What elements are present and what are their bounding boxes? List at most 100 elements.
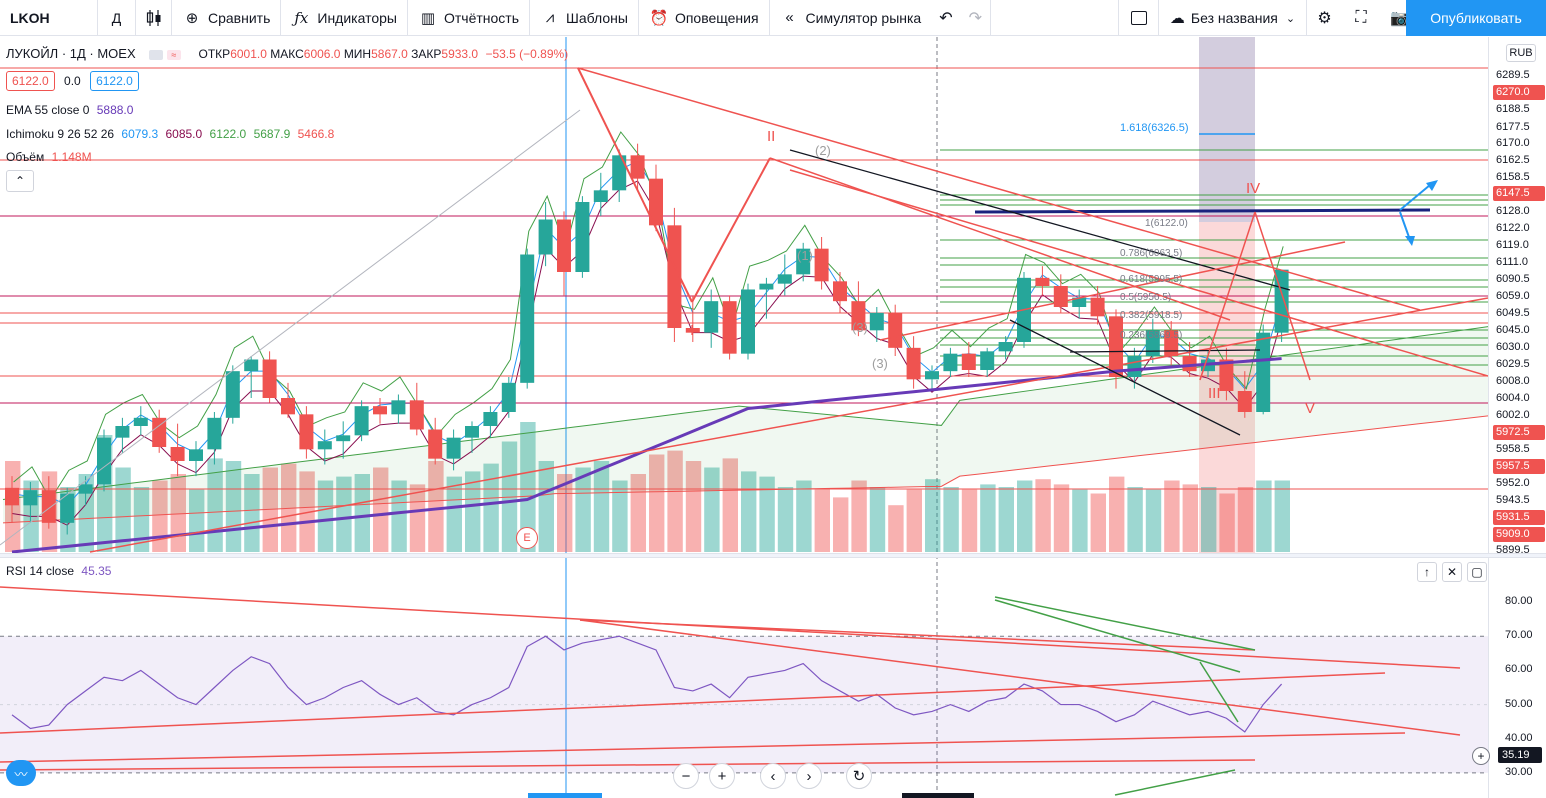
- zoom-out-button[interactable]: −: [673, 763, 699, 789]
- reset-chart-button[interactable]: ↻: [846, 763, 872, 789]
- price-scale[interactable]: 6289.5 6270.0 6188.5 6177.5 6170.0 6162.5 6158…: [1488, 37, 1546, 556]
- fullscreen-button[interactable]: ⛶: [1342, 0, 1380, 36]
- publish-button[interactable]: Опубликовать: [1406, 0, 1546, 36]
- ema-legend[interactable]: EMA 55 close 0 5888.0: [6, 103, 133, 117]
- templates-button[interactable]: ⩘ Шаблоны: [530, 0, 639, 36]
- candle-body: [317, 441, 332, 450]
- ichimoku-span-b: 5466.8: [297, 127, 335, 141]
- trend-line: [1199, 211, 1256, 381]
- alerts-label: Оповещения: [674, 9, 759, 26]
- pane-separator[interactable]: [0, 553, 1546, 558]
- compare-button[interactable]: ⊕ Сравнить: [172, 0, 282, 36]
- rsi-trend-line: [0, 732, 1406, 763]
- high-value: 6006.0: [303, 47, 341, 61]
- volume-bar: [998, 487, 1014, 552]
- price-scale-label: 5952.0: [1496, 477, 1530, 489]
- undo-button[interactable]: ↶: [931, 0, 960, 36]
- chart-annotation: (3): [852, 320, 868, 335]
- volume-bar: [446, 476, 462, 552]
- price-scale-label: 6119.0: [1496, 239, 1529, 251]
- volume-bar: [1164, 480, 1180, 552]
- candle-body: [262, 359, 277, 398]
- gear-icon: ⚙: [1317, 10, 1332, 27]
- bar-chart-icon: ▥: [420, 9, 436, 27]
- candle-body: [409, 400, 424, 430]
- scroll-right-button[interactable]: ›: [796, 763, 822, 789]
- price-scale-label: 6029.5: [1496, 358, 1530, 370]
- ichimoku-legend[interactable]: Ichimoku 9 26 52 26 6079.3 6085.0 6122.0…: [6, 127, 334, 141]
- legend-collapse-button[interactable]: ⌃: [6, 170, 34, 192]
- zoom-in-button[interactable]: +: [709, 763, 735, 789]
- buy-price-chip[interactable]: 6122.0: [90, 71, 139, 91]
- symbol-search[interactable]: LKOH: [0, 0, 98, 36]
- sell-price-chip[interactable]: 6122.0: [6, 71, 55, 91]
- chart-annotation: III: [1208, 385, 1221, 402]
- volume-bar: [722, 458, 738, 552]
- legend-eye-toggle[interactable]: [149, 49, 164, 60]
- interval-button[interactable]: Д: [98, 0, 136, 36]
- add-plus-icon[interactable]: +: [1472, 747, 1490, 765]
- plus-icon: +: [717, 767, 727, 785]
- volume-bar: [520, 422, 536, 552]
- main-legend: ЛУКОЙЛ · 1Д · MOEX ≈ ОТКР6001.0 МАКС6006…: [6, 46, 568, 61]
- financials-button[interactable]: ▥ Отчётность: [408, 0, 531, 36]
- volume-bar: [833, 497, 849, 552]
- ichimoku-conversion: 6079.3: [121, 127, 159, 141]
- candle-body: [115, 426, 130, 438]
- fullscreen-layout-button[interactable]: [1118, 0, 1158, 36]
- volume-bar: [925, 479, 941, 552]
- volume-bar: [759, 476, 775, 552]
- settings-button[interactable]: ⚙: [1306, 0, 1342, 36]
- candle-body: [244, 359, 259, 372]
- rsi-trend-line: [579, 619, 1461, 736]
- rsi-trend-line: [994, 599, 1241, 673]
- candle-body: [336, 435, 351, 442]
- candle-body: [888, 312, 903, 348]
- candle-body: [1145, 330, 1160, 356]
- candle-body: [612, 155, 627, 191]
- chevron-right-icon: ›: [806, 767, 812, 785]
- trend-line: [1009, 319, 1241, 436]
- volume-bar: [5, 461, 21, 552]
- redo-button[interactable]: ↷: [961, 0, 992, 36]
- alerts-button[interactable]: ⏰ Оповещения: [639, 0, 770, 36]
- rsi-legend[interactable]: RSI 14 close 45.35: [6, 564, 111, 578]
- candle-body: [538, 219, 553, 255]
- currency-badge[interactable]: RUB: [1506, 44, 1536, 62]
- rsi-scale-label: 50.00: [1505, 697, 1533, 710]
- arrow-down-head: [1405, 236, 1415, 246]
- volume-bar: [961, 489, 978, 552]
- legend-wave-icon[interactable]: ≈: [166, 49, 181, 60]
- volume-legend[interactable]: Объём 1.148M: [6, 150, 92, 164]
- chart-type-button[interactable]: [136, 0, 172, 36]
- price-chart[interactable]: IIIIIIIVV(1)(2)(3)(3)1.618(6326.5)1(6122…: [0, 0, 1488, 798]
- volume-bar: [1072, 489, 1088, 552]
- scroll-left-button[interactable]: ‹: [760, 763, 786, 789]
- ichimoku-label: Ichimoku 9 26 52 26: [6, 127, 115, 141]
- volume-bar: [1201, 487, 1217, 552]
- candle-body: [152, 417, 167, 447]
- pane-move-up-button[interactable]: ↑: [1417, 562, 1437, 582]
- rsi-trend-line: [579, 619, 1256, 651]
- candle-body: [906, 347, 921, 380]
- tradingview-logo-icon[interactable]: 〰: [6, 760, 36, 786]
- earnings-marker[interactable]: E: [516, 527, 538, 549]
- volume-bar: [685, 461, 702, 552]
- indicators-button[interactable]: ƒx Индикаторы: [281, 0, 408, 36]
- replay-button[interactable]: « Симулятор рынка: [770, 0, 932, 36]
- minus-icon: −: [681, 767, 691, 785]
- chart-annotation: 0.618(5995.5): [1120, 274, 1182, 285]
- trend-line: [691, 157, 771, 303]
- ohlc-values: ОТКР6001.0 МАКС6006.0 МИН5867.0 ЗАКР5933…: [198, 47, 569, 61]
- candle-body: [465, 426, 479, 438]
- layout-name-button[interactable]: ☁ Без названия ⌄: [1158, 0, 1306, 36]
- pane-maximize-button[interactable]: ▢: [1467, 562, 1487, 582]
- chart-annotation: IV: [1246, 180, 1260, 197]
- trend-line: [89, 297, 1488, 553]
- price-scale-label: 6090.5: [1496, 273, 1530, 285]
- ichimoku-conversion-line: [11, 160, 1283, 506]
- pane-close-button[interactable]: ✕: [1442, 562, 1462, 582]
- spread-value: 0.0: [64, 74, 81, 88]
- candle-body: [980, 351, 995, 370]
- snapshot-button[interactable]: 📷: [1380, 0, 1420, 36]
